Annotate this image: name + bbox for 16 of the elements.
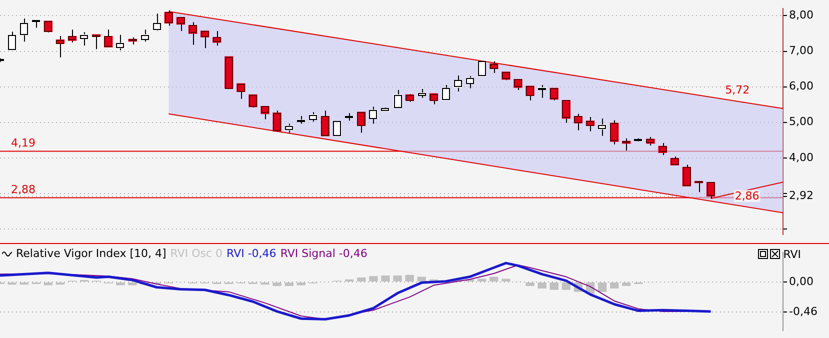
chart-title: Relative Vigor Index [10, 4] <box>16 247 166 260</box>
y-tick-label: 8,00 <box>789 8 814 22</box>
text: RVI -0,46 <box>226 247 276 260</box>
y-tick-label: -0,46 <box>789 304 818 318</box>
y-tick-label: 7,00 <box>789 44 814 58</box>
y-tick-label: 0,00 <box>789 274 814 288</box>
y-tick-label: 5,00 <box>789 115 814 128</box>
y-tick-label: 2,92 <box>789 189 814 202</box>
annotation: 2,86 <box>734 189 760 202</box>
annotation: 5,72 <box>725 84 750 97</box>
ref-line-label: 2,88 <box>11 183 36 196</box>
y-tick-label: 4,00 <box>789 150 814 164</box>
text: RVI Signal -0,46 <box>280 247 368 260</box>
y-tick-label: 6,00 <box>789 80 814 93</box>
ref-line-label: 4,19 <box>11 136 36 150</box>
y-axis-title: RVI <box>783 248 801 261</box>
